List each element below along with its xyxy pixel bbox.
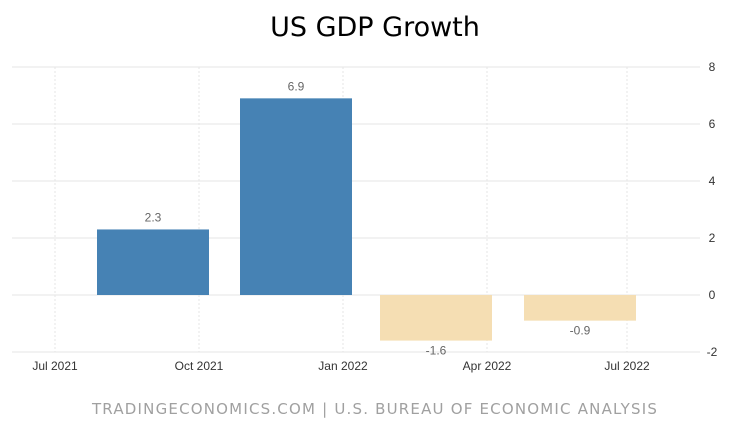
bar xyxy=(97,229,209,295)
x-tick-label: Jul 2021 xyxy=(32,359,78,373)
bar-value-label: -0.9 xyxy=(570,324,591,338)
y-tick-label: 8 xyxy=(709,60,716,74)
bar xyxy=(240,98,352,295)
bar-value-label: 2.3 xyxy=(145,210,162,224)
chart-title: US GDP Growth xyxy=(270,12,480,43)
y-tick-label: 6 xyxy=(709,117,716,131)
y-tick-label: -2 xyxy=(707,345,718,359)
y-tick-label: 0 xyxy=(709,288,716,302)
y-tick-label: 4 xyxy=(709,174,716,188)
x-axis: Jul 2021 Oct 2021 Jan 2022 Apr 2022 Jul 2022 xyxy=(32,359,650,373)
y-axis: -2 0 2 4 6 8 xyxy=(707,60,718,359)
x-tick-label: Apr 2022 xyxy=(463,359,512,373)
y-tick-label: 2 xyxy=(709,231,716,245)
bar-value-label: -1.6 xyxy=(426,344,447,358)
x-tick-label: Jan 2022 xyxy=(318,359,368,373)
bar-series xyxy=(97,98,636,341)
x-tick-label: Oct 2021 xyxy=(175,359,224,373)
x-tick-label: Jul 2022 xyxy=(604,359,650,373)
bar xyxy=(524,295,636,321)
source-attribution: TRADINGECONOMICS.COM | U.S. BUREAU OF EC… xyxy=(91,400,659,418)
bar-value-label: 6.9 xyxy=(288,79,305,93)
bar xyxy=(380,295,492,341)
data-labels: 2.3 6.9 -1.6 -0.9 xyxy=(145,79,591,357)
